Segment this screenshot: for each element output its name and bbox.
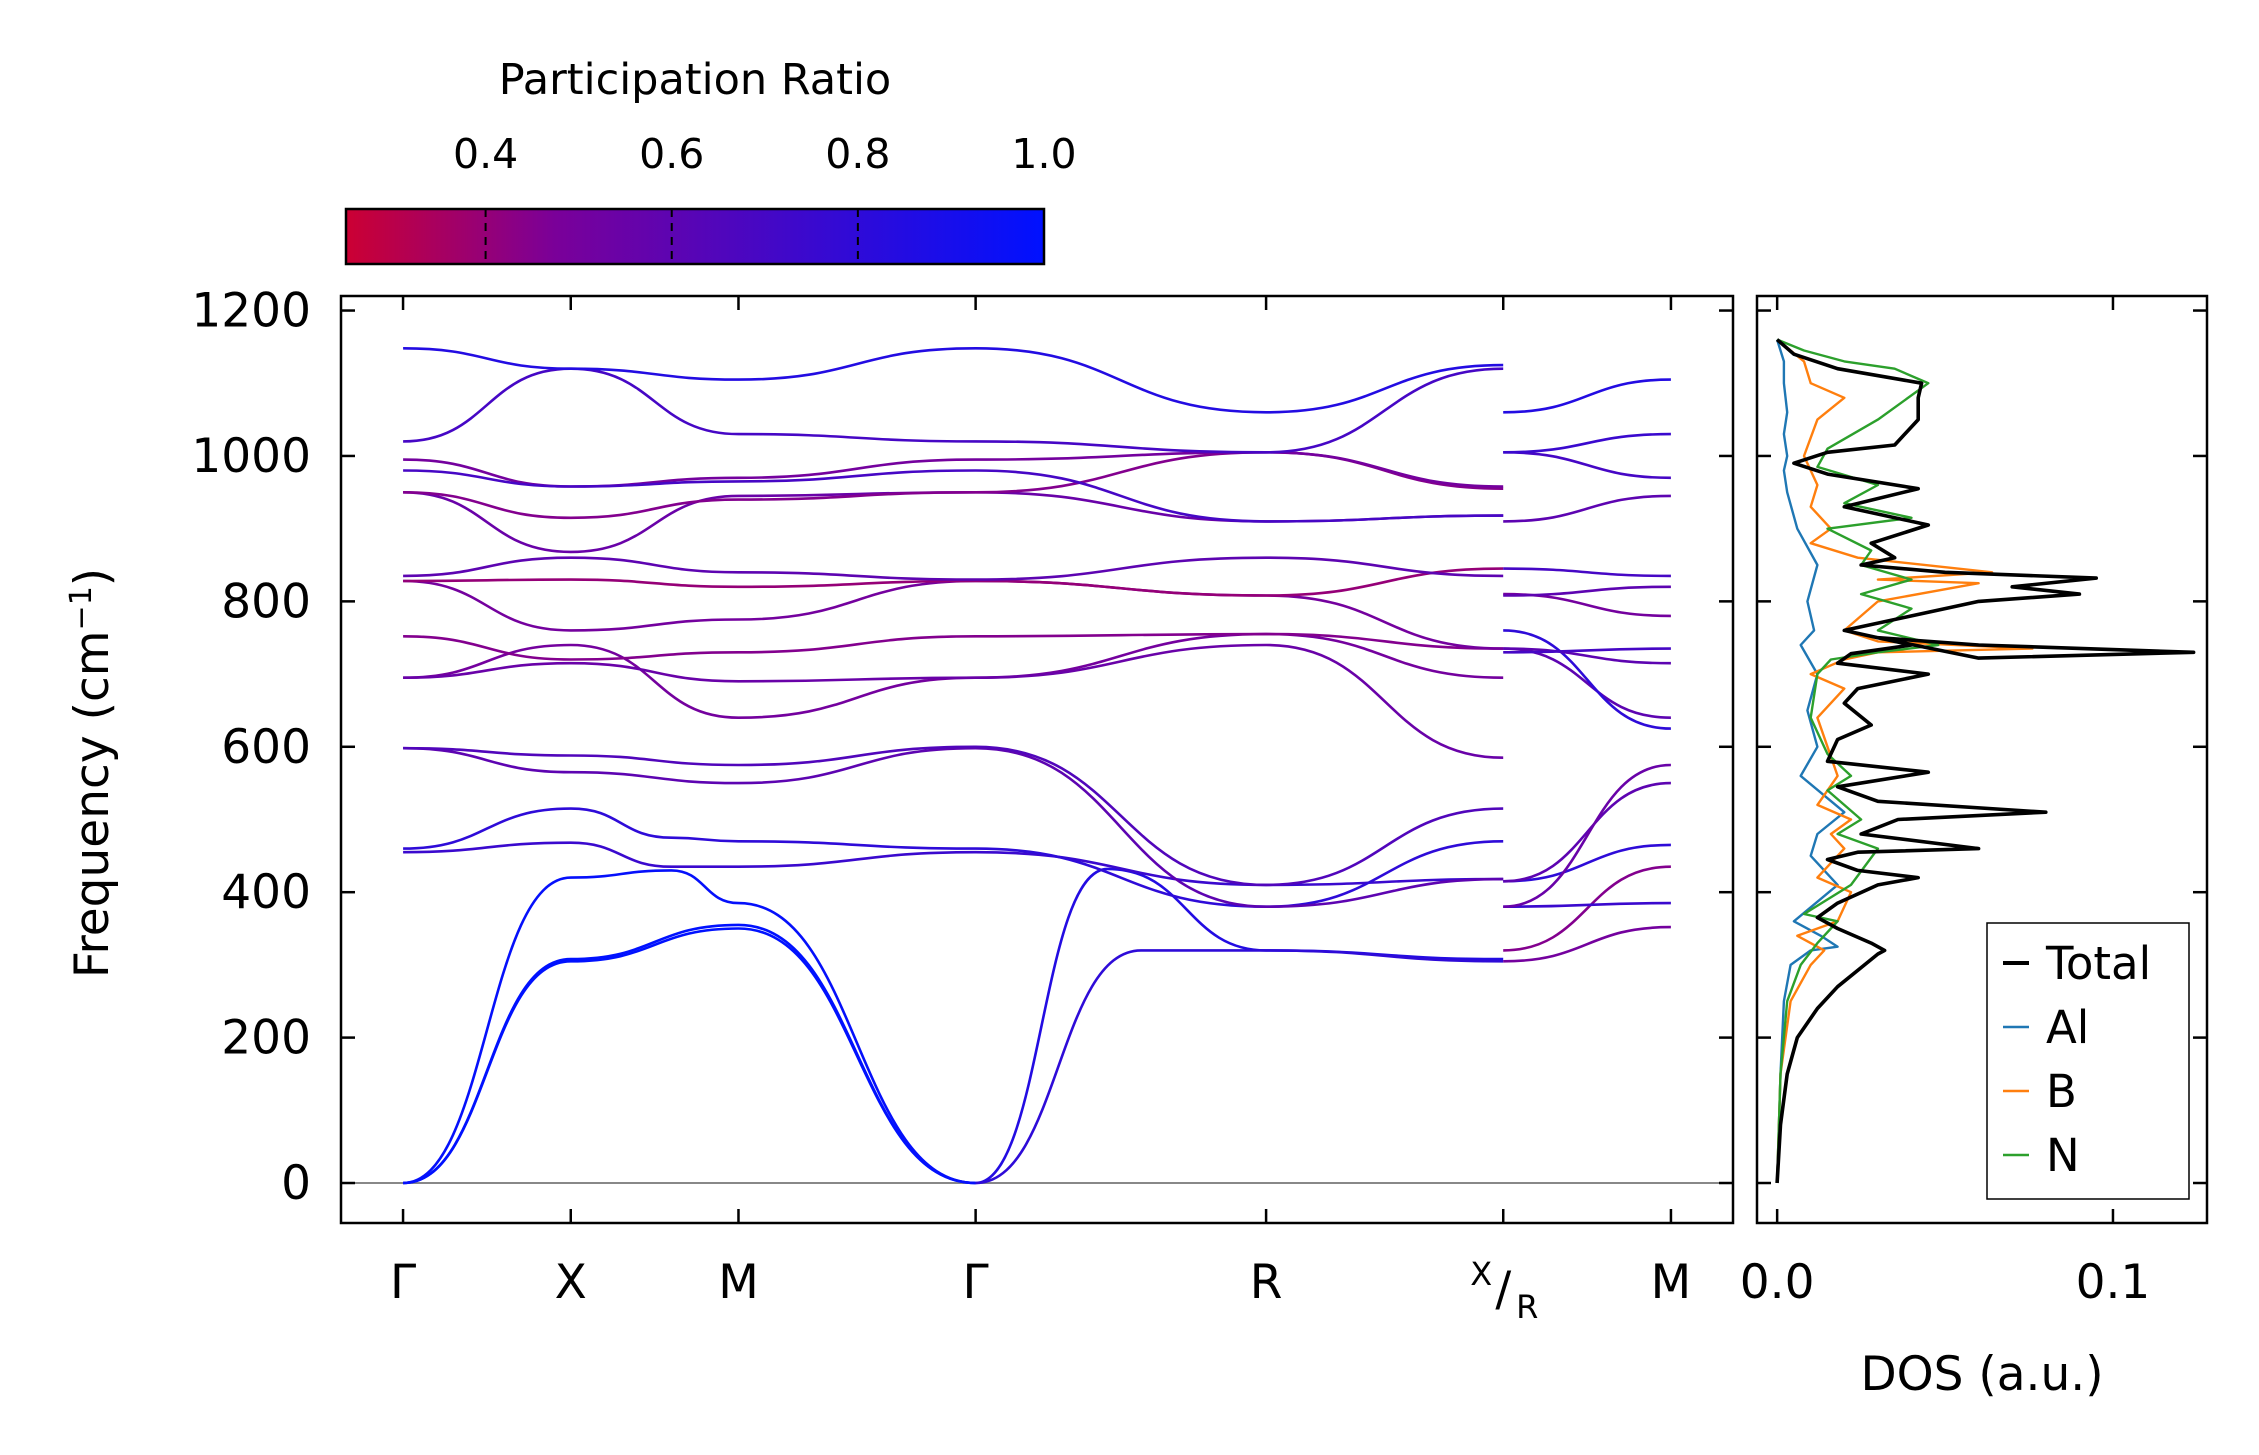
- phonon-band: [1503, 629, 1671, 730]
- phonon-band: [403, 927, 976, 1185]
- kpoint-label: Γ: [963, 1255, 989, 1310]
- phonon-band: [403, 746, 1504, 909]
- band-ytick-label: 800: [221, 574, 311, 629]
- legend-label: Total: [2045, 937, 2151, 990]
- colorbar-gradient: [344, 207, 1046, 266]
- kpoint-label: X: [555, 1255, 587, 1310]
- kpoint-label: M: [1651, 1255, 1692, 1310]
- colorbar-tick-label: 0.8: [825, 130, 890, 178]
- phonon-band: [1503, 865, 1671, 952]
- phonon-band: [1503, 901, 1671, 908]
- phonon-band: [403, 579, 1504, 650]
- phonon-band: [1503, 451, 1671, 480]
- dos-xtick-label: 0.1: [2076, 1255, 2151, 1310]
- dos-line-total: [1775, 338, 2196, 1184]
- colorbar: Participation Ratio 0.4 0.6 0.8 1.0: [344, 55, 1077, 266]
- phonon-band: [975, 867, 1504, 1185]
- phonon-band: [403, 450, 1504, 520]
- band-axes-frame: [339, 294, 1735, 1225]
- phonon-band: [403, 632, 1504, 720]
- phonon-band: [1503, 647, 1671, 719]
- band-ytick-label: 0: [281, 1156, 311, 1211]
- phonon-band: [1503, 378, 1671, 414]
- dos-line-al: [1775, 339, 1846, 1184]
- dos-panel: 0.0 0.1 DOS (a.u.) Total Al BN: [1740, 294, 2209, 1402]
- kpoint-label: R: [1250, 1255, 1283, 1310]
- kpoint-label: M: [718, 1255, 759, 1310]
- colorbar-tick-label: 0.6: [639, 130, 704, 178]
- colorbar-title: Participation Ratio: [499, 55, 892, 105]
- phonon-band: [403, 346, 1504, 414]
- kpoint-label-bot: R: [1516, 1288, 1538, 1326]
- phonon-band: [403, 367, 1504, 454]
- legend-label: B: [2046, 1065, 2077, 1118]
- band-ytick-label: 1000: [191, 429, 311, 484]
- band-ytick-label: 200: [221, 1011, 311, 1066]
- phonon-band: [403, 923, 976, 1185]
- phonon-band: [403, 869, 976, 1185]
- kpoint-label: Γ: [390, 1255, 416, 1310]
- legend-label: Al: [2046, 1001, 2089, 1054]
- legend-box: [1986, 922, 2190, 1200]
- colorbar-tick-label: 1.0: [1011, 130, 1076, 178]
- colorbar-tick-label: 0.4: [453, 130, 518, 178]
- phonon-band: [1503, 585, 1671, 597]
- phonon-band: [975, 949, 1504, 1185]
- phonon-band: [1503, 494, 1671, 523]
- band-ytick-label: 600: [221, 720, 311, 775]
- phonon-band: [1503, 567, 1671, 578]
- phonon-band: [403, 556, 1504, 581]
- kpoint-label-top: X: [1470, 1255, 1492, 1293]
- phonon-band: [1503, 781, 1671, 883]
- dos-xlabel: DOS (a.u.): [1860, 1347, 2103, 1402]
- dos-axes-frame: [1755, 294, 2209, 1225]
- dos-xtick-label: 0.0: [1740, 1255, 1815, 1310]
- phonon-band: [1503, 647, 1671, 665]
- band-ylabel: Frequency (cm−1): [64, 568, 121, 978]
- phonon-band: [1503, 763, 1671, 908]
- dos-legend: Total Al BN: [1986, 922, 2190, 1200]
- phonon-band: [403, 469, 1504, 523]
- phonon-band: [1503, 843, 1671, 883]
- band-ytick-label: 1200: [191, 284, 311, 339]
- band-ytick-label: 400: [221, 865, 311, 920]
- phonon-band: [403, 490, 1504, 554]
- phonon-band: [403, 643, 1504, 759]
- phonon-band: [403, 632, 1504, 661]
- legend-label: N: [2046, 1129, 2080, 1182]
- phonon-band: [403, 807, 1504, 909]
- phonon-band: [1503, 647, 1671, 654]
- kpoint-label-slash: /: [1495, 1262, 1511, 1317]
- phonon-band: [1503, 925, 1671, 963]
- phonon-band: [1503, 592, 1671, 618]
- phonon-band: [1503, 432, 1671, 454]
- phonon-band: [403, 745, 1504, 887]
- phonon-band: [403, 567, 1504, 597]
